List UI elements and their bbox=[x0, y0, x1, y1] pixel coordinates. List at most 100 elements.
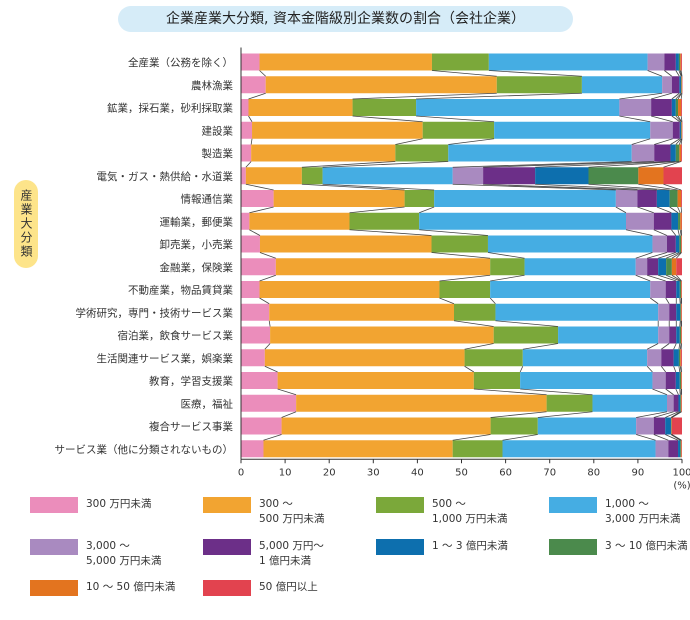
connector-line bbox=[678, 343, 681, 350]
bar-segment bbox=[668, 440, 679, 458]
bar-segment bbox=[669, 190, 678, 207]
connector-line bbox=[245, 183, 274, 191]
bar-segment bbox=[241, 144, 252, 162]
connector-line bbox=[653, 229, 668, 236]
bar-segment bbox=[673, 394, 679, 412]
bar-segment bbox=[653, 417, 666, 435]
bar-segment bbox=[671, 76, 680, 94]
bar-segment bbox=[669, 326, 677, 344]
category-label: 全産業（公務を除く） bbox=[128, 56, 233, 69]
bar-segment bbox=[404, 190, 435, 207]
y-axis-label: 産業大分類 bbox=[14, 180, 38, 268]
bar-segment bbox=[488, 53, 648, 71]
bar-segment bbox=[647, 53, 665, 71]
connector-line bbox=[680, 138, 683, 145]
connector-line bbox=[678, 366, 681, 373]
legend-swatch bbox=[376, 539, 424, 555]
bar-segment bbox=[277, 372, 474, 389]
bar-segment bbox=[680, 212, 682, 230]
connector-line bbox=[654, 138, 673, 145]
connector-line bbox=[646, 365, 653, 373]
bar-segment bbox=[241, 235, 260, 253]
connector-line bbox=[658, 252, 676, 259]
connector-line bbox=[677, 115, 682, 122]
connector-line bbox=[301, 161, 396, 168]
connector-line bbox=[678, 70, 682, 77]
bar-segment bbox=[241, 326, 271, 344]
connector-line bbox=[652, 388, 668, 396]
connector-line bbox=[301, 183, 405, 191]
bar-segment bbox=[496, 76, 582, 94]
bar-segment bbox=[653, 212, 672, 230]
connector-line bbox=[264, 365, 278, 373]
connector-line bbox=[636, 434, 656, 441]
bar-segment bbox=[675, 235, 680, 253]
bar-segment bbox=[625, 212, 654, 230]
connector-line bbox=[259, 70, 266, 77]
bar-segment bbox=[241, 167, 246, 185]
connector-line bbox=[678, 138, 682, 145]
connector-line bbox=[679, 229, 682, 236]
connector-line bbox=[665, 274, 680, 282]
bar-segment bbox=[495, 303, 659, 321]
connector-line bbox=[647, 274, 666, 282]
connector-line bbox=[495, 320, 559, 327]
connector-line bbox=[671, 92, 680, 100]
connector-line bbox=[483, 183, 638, 191]
connector-line bbox=[259, 274, 276, 282]
bar-segment bbox=[296, 394, 547, 412]
legend-swatch bbox=[30, 539, 78, 555]
legend-item: 3,000 ～ 5,000 万円未満 bbox=[30, 539, 161, 569]
bar-segment bbox=[673, 349, 679, 367]
legend-item: 500 ～ 1,000 万円未満 bbox=[376, 497, 507, 527]
bar-segment bbox=[679, 281, 682, 298]
connector-line bbox=[638, 183, 678, 191]
connector-line bbox=[677, 93, 682, 100]
connector-line bbox=[535, 183, 657, 191]
x-tick-label: 80 bbox=[587, 467, 600, 478]
connector-line bbox=[490, 411, 547, 418]
connector-line bbox=[631, 138, 651, 145]
bar-segment bbox=[252, 121, 423, 139]
bar-segment bbox=[676, 258, 682, 276]
legend-label: 1 ～ 3 億円未満 bbox=[432, 540, 508, 552]
bar-segment bbox=[676, 326, 680, 344]
connector-line bbox=[646, 343, 659, 350]
connector-line bbox=[452, 183, 616, 191]
bar-segment bbox=[241, 281, 260, 298]
x-tick-label: 100 bbox=[672, 467, 690, 478]
category-label: 電気・ガス・熱供給・水道業 bbox=[97, 170, 234, 183]
connector-line bbox=[636, 411, 668, 418]
bar-segment bbox=[675, 99, 679, 116]
connector-line bbox=[464, 365, 475, 373]
category-label: 金融業，保険業 bbox=[160, 261, 234, 274]
x-tick-label: 0 bbox=[238, 467, 244, 478]
connector-line bbox=[520, 388, 593, 396]
connector-line bbox=[487, 252, 525, 259]
connector-line bbox=[268, 320, 271, 327]
bar-segment bbox=[679, 326, 682, 344]
connector-line bbox=[615, 206, 627, 214]
bar-segment bbox=[665, 417, 671, 435]
connector-line bbox=[502, 434, 538, 441]
bar-segment bbox=[464, 349, 523, 367]
connector-line bbox=[679, 343, 682, 350]
bar-segment bbox=[581, 76, 663, 94]
bar-segment bbox=[502, 440, 656, 458]
bar-segment bbox=[245, 167, 302, 185]
bar-segment bbox=[241, 258, 276, 276]
connector-line bbox=[349, 229, 432, 236]
legend-label: 3 ～ 10 億円未満 bbox=[605, 540, 688, 552]
bar-segment bbox=[264, 349, 465, 367]
bar-segment bbox=[520, 372, 653, 389]
connector-line bbox=[665, 297, 670, 304]
connector-line bbox=[448, 138, 495, 145]
connector-line bbox=[673, 343, 677, 350]
bar-segment bbox=[452, 167, 484, 185]
connector-line bbox=[248, 115, 253, 122]
bar-segment bbox=[241, 440, 264, 458]
connector-line bbox=[637, 206, 654, 214]
bar-segment bbox=[672, 121, 680, 139]
legend-label: 5,000 万円～ 1 億円未満 bbox=[259, 540, 324, 567]
